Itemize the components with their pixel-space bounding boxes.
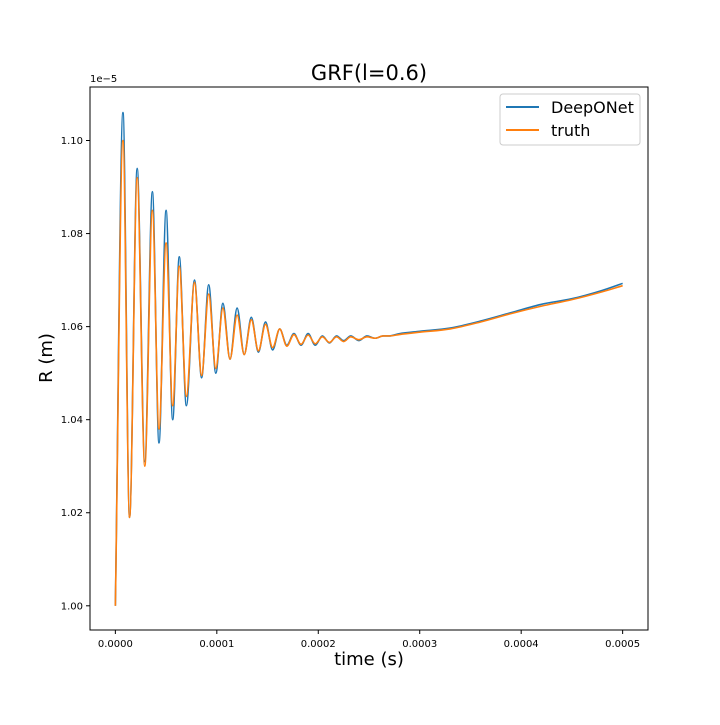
chart-title: GRF(l=0.6)	[311, 61, 427, 85]
y-tick-label: 1.02	[61, 508, 83, 519]
y-tick-label: 1.10	[61, 136, 83, 147]
y-tick-label: 1.08	[61, 229, 83, 240]
x-tick-label: 0.0004	[504, 639, 539, 650]
legend-label-deeponet: DeepONet	[551, 98, 634, 117]
x-tick-label: 0.0000	[98, 639, 133, 650]
series-line-truth	[114, 139, 623, 606]
x-axis-label: time (s)	[334, 649, 404, 670]
x-tick-label: 0.0001	[199, 639, 234, 650]
plot-area	[89, 86, 649, 631]
y-axis: 1.00 1.02 1.04 1.06 1.08 1.10	[61, 136, 90, 612]
plot-frame	[89, 86, 649, 631]
x-axis: 0.0000 0.0001 0.0002 0.0003 0.0004 0.0005	[98, 630, 640, 650]
x-tick-label: 0.0003	[402, 639, 437, 650]
y-tick-label: 1.06	[61, 322, 83, 333]
y-tick-label: 1.00	[61, 601, 83, 612]
legend-label-truth: truth	[551, 121, 590, 140]
y-offset-label: 1e−5	[90, 74, 117, 85]
y-tick-label: 1.04	[61, 415, 83, 426]
x-tick-label: 0.0002	[301, 639, 336, 650]
y-axis-label: R (m)	[36, 333, 57, 383]
series-layer	[114, 111, 623, 606]
x-tick-label: 0.0005	[605, 639, 640, 650]
legend: DeepONet truth	[499, 93, 641, 146]
